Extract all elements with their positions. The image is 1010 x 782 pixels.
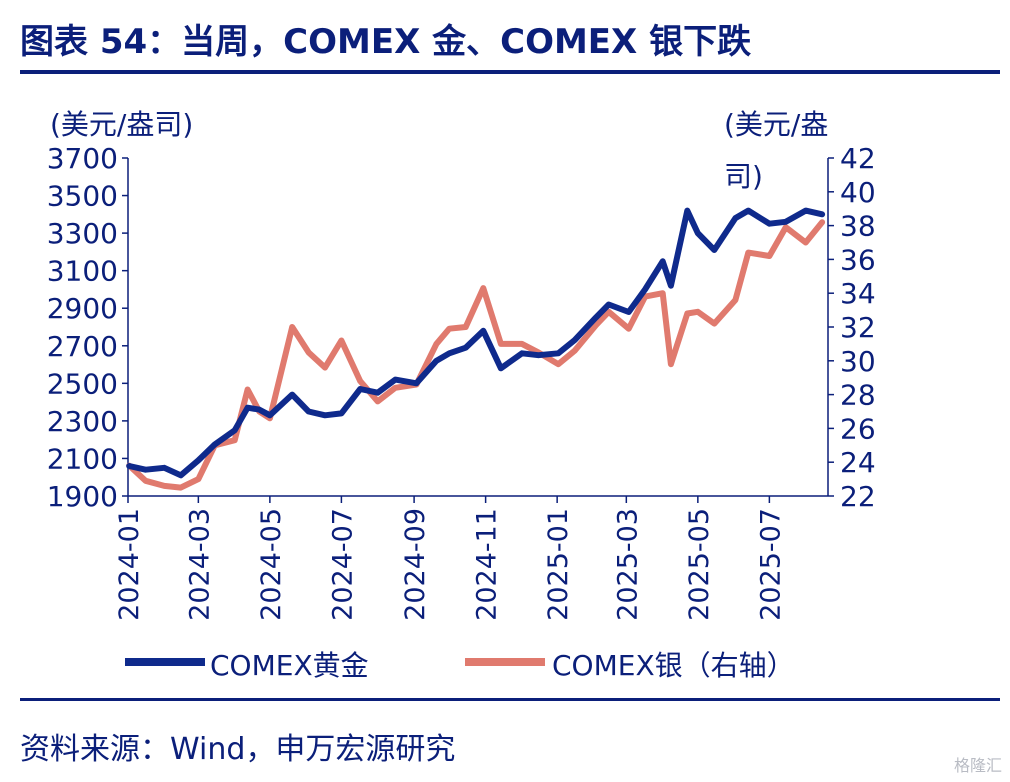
- x-tick-label: 2024-07: [327, 508, 358, 621]
- right-axis-unit-line1: (美元/盎: [724, 108, 828, 141]
- silver-series-line: [126, 219, 826, 491]
- left-tick-label: 3700: [47, 142, 118, 175]
- right-tick-label: 26: [840, 412, 876, 445]
- left-tick-label: 2500: [47, 367, 118, 400]
- x-tick-label: 2024-11: [472, 508, 503, 621]
- x-tick-label: 2025-01: [543, 508, 574, 621]
- legend-gold-label: COMEX黄金: [210, 649, 369, 682]
- title-divider: [20, 70, 1000, 74]
- right-tick-label: 34: [840, 277, 876, 310]
- gold-series-line: [126, 207, 826, 479]
- chart-series: [126, 207, 826, 491]
- left-tick-label: 3500: [47, 180, 118, 213]
- chart-axes: 1900 2100 2300 2500 2700 2900 3100 3300 3500 3700…: [47, 142, 876, 621]
- left-tick-label: 3100: [47, 255, 118, 288]
- legend-silver-label: COMEX银（右轴）: [552, 649, 795, 682]
- right-tick-label: 38: [840, 210, 876, 243]
- page-title: 图表 54：当周，COMEX 金、COMEX 银下跌: [20, 22, 752, 62]
- right-tick-label: 30: [840, 345, 876, 378]
- left-tick-label: 2700: [47, 330, 118, 363]
- left-axis-unit: (美元/盎司): [50, 108, 193, 141]
- right-tick-label: 36: [840, 243, 876, 276]
- watermark: 格隆汇: [953, 756, 1002, 775]
- right-tick-label: 40: [840, 176, 876, 209]
- right-tick-label: 22: [840, 480, 876, 513]
- left-tick-label: 2100: [47, 442, 118, 475]
- right-tick-label: 32: [840, 311, 876, 344]
- x-tick-label: 2024-03: [184, 508, 215, 621]
- x-tick-label: 2025-05: [684, 508, 715, 621]
- right-tick-label: 42: [840, 142, 876, 175]
- right-tick-label: 24: [840, 446, 876, 479]
- chart-legend: COMEX黄金 COMEX银（右轴）: [125, 649, 795, 682]
- left-tick-label: 2300: [47, 405, 118, 438]
- right-axis-unit-line2: 司): [724, 160, 763, 193]
- x-tick-label: 2024-01: [114, 508, 145, 621]
- footer-divider: [20, 698, 1000, 701]
- x-tick-label: 2024-09: [400, 508, 431, 621]
- x-tick-label: 2025-07: [755, 508, 786, 621]
- right-tick-label: 28: [840, 379, 876, 412]
- x-tick-label: 2025-03: [612, 508, 643, 621]
- left-tick-label: 2900: [47, 292, 118, 325]
- source-note: 资料来源：Wind，申万宏源研究: [20, 732, 456, 767]
- x-tick-label: 2024-05: [256, 508, 287, 621]
- left-tick-label: 3300: [47, 217, 118, 250]
- line-chart: 1900 2100 2300 2500 2700 2900 3100 3300 3500 3700…: [47, 108, 876, 682]
- left-tick-label: 1900: [47, 480, 118, 513]
